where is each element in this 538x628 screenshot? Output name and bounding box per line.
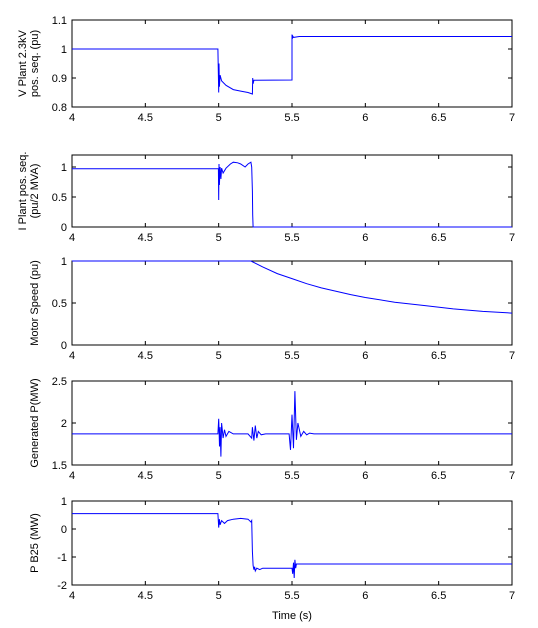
x-tick-label: 7 (509, 112, 515, 124)
y-tick-label: -2 (57, 580, 67, 592)
y-tick-label: 0 (61, 222, 67, 234)
x-tick-label: 7 (509, 232, 515, 244)
x-tick-label: 6.5 (431, 232, 446, 244)
y-tick-label: 0.8 (52, 102, 67, 114)
y-tick-label: 0 (61, 340, 67, 352)
x-tick-label: 5 (216, 590, 222, 602)
y-tick-label: 1.1 (52, 15, 67, 27)
y-tick-label: 0.9 (52, 73, 67, 85)
x-tick-label: 4 (69, 350, 75, 362)
x-tick-label: 7 (509, 350, 515, 362)
series-line-3 (72, 260, 513, 314)
x-tick-label: 4.5 (138, 350, 153, 362)
y-tick-label: -1 (57, 552, 67, 564)
y-tick-label: 1 (61, 496, 67, 508)
x-tick-label: 4.5 (138, 470, 153, 482)
y-axis-label: pos. seq. (pu) (29, 30, 41, 97)
x-tick-label: 6 (362, 590, 368, 602)
x-tick-label: 4 (69, 112, 75, 124)
x-tick-label: 6.5 (431, 350, 446, 362)
series-line-5 (72, 513, 512, 579)
x-tick-label: 5.5 (284, 232, 299, 244)
y-tick-label: 0.5 (52, 192, 67, 204)
x-tick-label: 5.5 (284, 112, 299, 124)
x-tick-label: 6 (362, 232, 368, 244)
x-tick-label: 5.5 (284, 350, 299, 362)
y-axis-label: (pu/2 MVA) (29, 164, 41, 219)
x-tick-label: 5 (216, 350, 222, 362)
x-tick-label: 4.5 (138, 232, 153, 244)
x-tick-label: 6 (362, 470, 368, 482)
x-tick-label: 5 (216, 470, 222, 482)
x-tick-label: 5 (216, 232, 222, 244)
y-axis-label: Motor Speed (pu) (29, 260, 41, 346)
y-axis-label: Generated P(MW) (29, 378, 41, 467)
series-line-2 (72, 161, 512, 228)
x-tick-label: 5.5 (284, 590, 299, 602)
y-axis-label: P B25 (MW) (29, 513, 41, 573)
series-line-4 (72, 391, 512, 457)
y-tick-label: 1.5 (52, 460, 67, 472)
y-tick-label: 0.5 (52, 298, 67, 310)
x-tick-label: 6.5 (431, 470, 446, 482)
y-axis-label: I Plant pos. seq. (17, 152, 29, 231)
x-tick-label: 7 (509, 470, 515, 482)
x-tick-label: 6.5 (431, 590, 446, 602)
y-axis-label: V Plant 2.3kV (17, 30, 29, 97)
axes-box-3 (71, 260, 513, 346)
x-tick-label: 5.5 (284, 470, 299, 482)
x-tick-label: 6.5 (431, 112, 446, 124)
x-tick-label: 4 (69, 470, 75, 482)
x-tick-label: 4.5 (138, 112, 153, 124)
x-tick-label: 4 (69, 590, 75, 602)
y-tick-label: 1 (61, 256, 67, 268)
y-tick-label: 1 (61, 162, 67, 174)
x-tick-label: 4 (69, 232, 75, 244)
y-tick-label: 2 (61, 418, 67, 430)
y-tick-label: 2.5 (52, 376, 67, 388)
x-tick-label: 6 (362, 112, 368, 124)
series-line-1 (72, 34, 512, 95)
x-tick-label: 6 (362, 350, 368, 362)
axes-box-2 (71, 154, 513, 228)
x-axis-label: Time (s) (272, 610, 312, 622)
y-tick-label: 0 (61, 524, 67, 536)
x-tick-label: 4.5 (138, 590, 153, 602)
x-tick-label: 7 (509, 590, 515, 602)
y-tick-label: 1 (61, 44, 67, 56)
x-tick-label: 5 (216, 112, 222, 124)
